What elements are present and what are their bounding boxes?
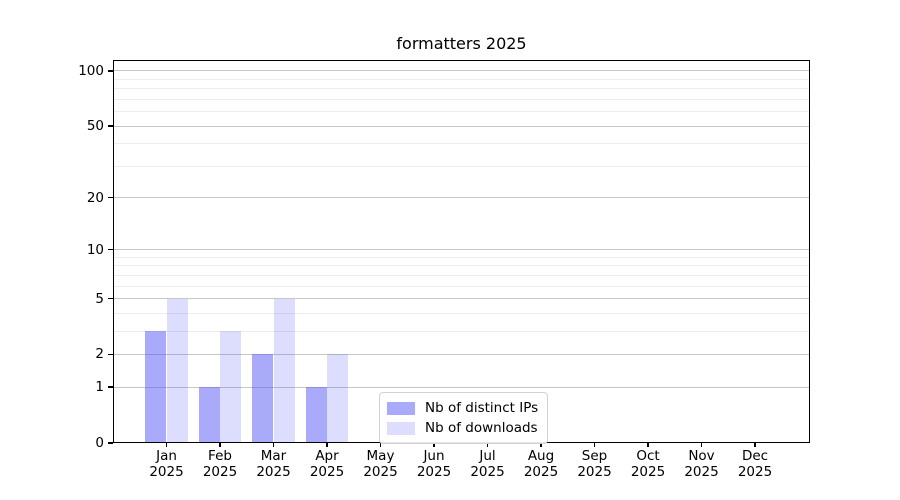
bar-downloads	[273, 298, 295, 443]
legend-label: Nb of downloads	[425, 420, 538, 436]
bar-downloads	[166, 298, 188, 443]
y-tick-label: 0	[95, 435, 104, 451]
x-tick-mark	[165, 443, 168, 447]
minor-gridline	[113, 143, 810, 145]
legend-row: Nb of downloads	[387, 418, 538, 438]
minor-gridline	[113, 312, 810, 314]
x-tick-label: Sep 2025	[577, 448, 612, 480]
major-gridline	[113, 353, 810, 355]
minor-gridline	[113, 98, 810, 100]
y-tick-label: 20	[86, 189, 104, 206]
x-tick-label: Oct 2025	[630, 448, 666, 480]
x-tick-label: Mar 2025	[256, 448, 291, 480]
y-tick-label: 1	[95, 379, 104, 396]
legend-swatch	[387, 401, 415, 415]
plot-area	[113, 60, 810, 443]
y-tick-label: 5	[95, 290, 104, 307]
x-tick-mark	[219, 443, 221, 447]
y-tick-label: 10	[86, 241, 104, 258]
major-gridline	[113, 386, 810, 388]
x-tick-label: Feb 2025	[202, 448, 238, 480]
minor-gridline	[113, 256, 810, 258]
x-tick-label: Nov 2025	[684, 448, 719, 480]
legend-row: Nb of distinct IPs	[387, 398, 538, 418]
y-tick-label: 2	[95, 346, 104, 363]
minor-gridline	[113, 285, 810, 287]
x-tick-label: May 2025	[363, 448, 398, 480]
bar-downloads	[327, 354, 349, 443]
legend-swatch	[387, 421, 415, 435]
axes-spines	[113, 60, 810, 443]
major-gridline	[113, 70, 810, 72]
bar-distinct-ips	[145, 331, 167, 443]
x-tick-mark	[486, 443, 489, 447]
x-tick-label: Aug 2025	[523, 448, 559, 480]
x-tick-mark	[700, 443, 703, 447]
y-tick-mark	[108, 70, 113, 72]
y-tick-mark	[108, 125, 113, 127]
y-tick-mark	[108, 442, 113, 444]
y-tick-label: 100	[78, 62, 104, 79]
chart-title: formatters 2025	[396, 34, 527, 53]
minor-gridline	[113, 111, 810, 113]
x-tick-mark	[379, 443, 382, 447]
x-tick-label: Jun 2025	[416, 448, 452, 480]
x-tick-mark	[647, 443, 649, 447]
x-tick-label: Dec 2025	[737, 448, 773, 480]
minor-gridline	[113, 88, 810, 90]
y-tick-label: 50	[86, 118, 104, 135]
major-gridline	[113, 249, 810, 251]
minor-gridline	[113, 78, 810, 80]
x-tick-mark	[272, 443, 275, 447]
major-gridline	[113, 125, 810, 127]
y-tick-mark	[108, 196, 113, 199]
x-tick-mark	[326, 443, 328, 447]
bar-downloads	[220, 331, 242, 443]
y-tick-mark	[108, 248, 113, 251]
minor-gridline	[113, 330, 810, 332]
bar-distinct-ips	[198, 387, 220, 443]
y-tick-mark	[108, 386, 113, 388]
x-tick-mark	[593, 443, 596, 447]
legend-label: Nb of distinct IPs	[425, 400, 539, 416]
legend: Nb of distinct IPs Nb of downloads	[379, 392, 549, 444]
major-gridline	[113, 298, 810, 300]
x-tick-mark	[433, 443, 435, 447]
minor-gridline	[113, 265, 810, 267]
minor-gridline	[113, 274, 810, 276]
bar-distinct-ips	[252, 354, 274, 443]
y-tick-mark	[108, 297, 113, 300]
x-tick-label: Jan 2025	[149, 448, 184, 480]
x-tick-label: Apr 2025	[309, 448, 345, 480]
y-tick-mark	[108, 353, 113, 356]
minor-gridline	[113, 165, 810, 167]
x-tick-mark	[540, 443, 542, 447]
x-tick-mark	[754, 443, 756, 447]
bar-distinct-ips	[305, 387, 327, 443]
major-gridline	[113, 197, 810, 199]
x-tick-label: Jul 2025	[470, 448, 505, 480]
